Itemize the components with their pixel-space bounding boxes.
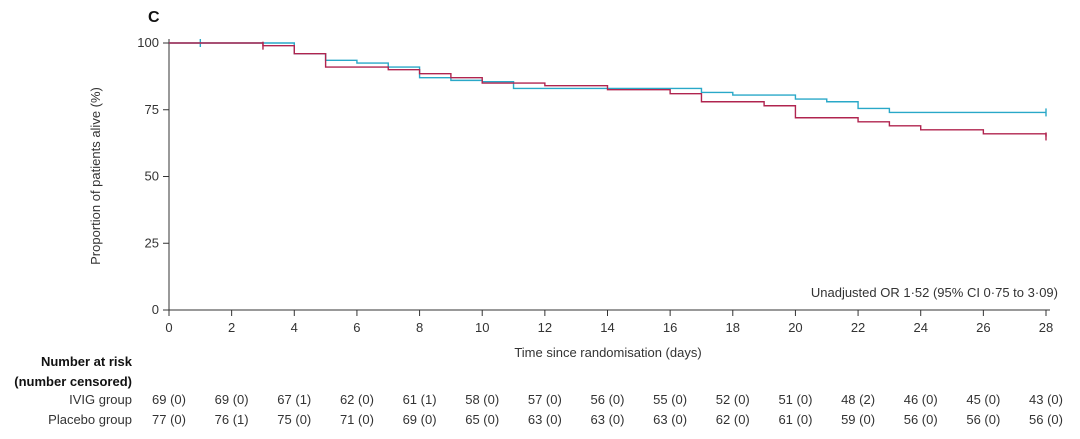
x-tick-label: 16	[663, 320, 677, 335]
y-tick-label: 0	[152, 302, 159, 317]
risk-table: IVIG group 69 (0) 69 (0) 67 (1) 62 (0) 61 (1)…	[48, 392, 1063, 427]
y-tick-label: 75	[145, 102, 159, 117]
risk-cell: 46 (0)	[904, 392, 938, 407]
risk-cell: 55 (0)	[653, 392, 687, 407]
risk-cell: 69 (0)	[215, 392, 249, 407]
risk-cell: 43 (0)	[1029, 392, 1063, 407]
risk-cell: 56 (0)	[1029, 412, 1063, 427]
y-tick-label: 25	[145, 235, 159, 250]
x-tick-label: 6	[353, 320, 360, 335]
x-axis-title: Time since randomisation (days)	[514, 345, 701, 360]
x-tick-label: 28	[1039, 320, 1053, 335]
risk-row-label: IVIG group	[69, 392, 132, 407]
risk-cell: 56 (0)	[904, 412, 938, 427]
x-tick-label: 22	[851, 320, 865, 335]
series-line-2	[169, 42, 1047, 137]
risk-cell: 52 (0)	[716, 392, 750, 407]
x-tick-label: 12	[538, 320, 552, 335]
risk-cell: 63 (0)	[528, 412, 562, 427]
x-tick-label: 8	[416, 320, 423, 335]
x-tick-label: 20	[788, 320, 802, 335]
x-tick-label: 0	[165, 320, 172, 335]
risk-cell: 56 (0)	[966, 412, 1000, 427]
x-tick-label: 4	[291, 320, 298, 335]
x-tick-label: 14	[600, 320, 614, 335]
x-tick-label: 26	[976, 320, 990, 335]
risk-cell: 71 (0)	[340, 412, 374, 427]
y-tick-label: 50	[145, 169, 159, 184]
risk-cell: 59 (0)	[841, 412, 875, 427]
risk-cell: 65 (0)	[465, 412, 499, 427]
risk-cell: 75 (0)	[277, 412, 311, 427]
x-tick-label: 10	[475, 320, 489, 335]
series-group	[169, 39, 1047, 141]
risk-row-label: Placebo group	[48, 412, 132, 427]
risk-cell: 63 (0)	[591, 412, 625, 427]
risk-cell: 63 (0)	[653, 412, 687, 427]
x-tick-label: 24	[913, 320, 927, 335]
series-line-1	[169, 42, 1046, 114]
y-tick-label: 100	[137, 35, 159, 50]
risk-cell: 58 (0)	[465, 392, 499, 407]
risk-cell: 69 (0)	[403, 412, 437, 427]
risk-cell: 56 (0)	[591, 392, 625, 407]
risk-table-subheader: (number censored)	[14, 374, 132, 389]
x-tick-label: 18	[726, 320, 740, 335]
risk-table-header: Number at risk	[41, 354, 133, 369]
x-tick-label: 2	[228, 320, 235, 335]
risk-cell: 48 (2)	[841, 392, 875, 407]
risk-cell: 61 (0)	[778, 412, 812, 427]
y-axis-title: Proportion of patients alive (%)	[88, 87, 103, 265]
risk-cell: 57 (0)	[528, 392, 562, 407]
risk-cell: 51 (0)	[778, 392, 812, 407]
risk-cell: 45 (0)	[966, 392, 1000, 407]
panel-label: C	[148, 9, 160, 26]
risk-cell: 67 (1)	[277, 392, 311, 407]
risk-cell: 77 (0)	[152, 412, 186, 427]
risk-cell: 62 (0)	[716, 412, 750, 427]
risk-cell: 62 (0)	[340, 392, 374, 407]
risk-cell: 61 (1)	[403, 392, 437, 407]
risk-cell: 69 (0)	[152, 392, 186, 407]
risk-cell: 76 (1)	[215, 412, 249, 427]
odds-ratio-annotation: Unadjusted OR 1·52 (95% CI 0·75 to 3·09)	[811, 285, 1058, 300]
